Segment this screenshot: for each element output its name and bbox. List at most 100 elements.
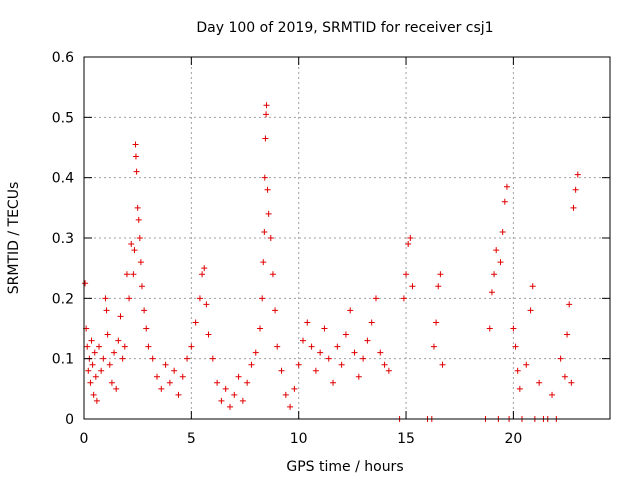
data-point — [196, 295, 203, 302]
data-point — [132, 141, 139, 148]
x-tick-label: 15 — [397, 431, 415, 447]
data-point — [409, 283, 416, 290]
data-point — [260, 259, 267, 266]
data-point — [108, 379, 115, 386]
data-point — [566, 301, 573, 308]
data-point — [158, 385, 165, 392]
data-point — [561, 373, 568, 380]
data-point — [103, 307, 110, 314]
data-point — [360, 355, 367, 362]
data-point — [557, 355, 564, 362]
data-point — [130, 271, 137, 278]
data-point — [493, 247, 500, 254]
data-point — [252, 349, 259, 356]
data-point — [261, 228, 268, 235]
data-point — [308, 343, 315, 350]
y-tick-label: 0.1 — [52, 352, 74, 368]
data-point — [91, 349, 98, 356]
data-point — [351, 349, 358, 356]
x-tick-label: 0 — [80, 431, 89, 447]
data-point — [497, 259, 504, 266]
data-point — [209, 355, 216, 362]
data-point — [437, 271, 444, 278]
data-point — [262, 135, 269, 142]
data-point — [287, 403, 294, 410]
data-point — [201, 265, 208, 272]
data-point — [312, 367, 319, 374]
data-point — [84, 343, 91, 350]
data-point — [222, 385, 229, 392]
data-point — [231, 391, 238, 398]
data-point — [138, 283, 145, 290]
data-point — [175, 391, 182, 398]
data-point — [269, 271, 276, 278]
data-point — [143, 325, 150, 332]
data-point — [85, 367, 92, 374]
data-point — [272, 307, 279, 314]
data-point — [137, 259, 144, 266]
chart-title: Day 100 of 2019, SRMTID for receiver csj… — [196, 20, 493, 36]
data-point — [347, 307, 354, 314]
data-point — [199, 271, 206, 278]
data-point — [88, 337, 95, 344]
data-point — [135, 216, 142, 223]
data-point — [259, 295, 266, 302]
data-point — [113, 385, 120, 392]
data-point — [267, 235, 274, 241]
data-point — [282, 391, 289, 398]
data-point — [121, 343, 128, 350]
data-point — [499, 228, 506, 235]
axis-ticks: 0 0.1 0.2 0.3 0.4 0.5 0.6 0 5 10 15 20 — [52, 50, 610, 447]
data-point — [106, 361, 113, 368]
data-point — [205, 331, 212, 338]
data-point — [385, 367, 392, 374]
data-point — [115, 337, 122, 344]
data-point — [491, 271, 498, 278]
data-point — [214, 379, 221, 386]
y-tick-label: 0.2 — [52, 291, 74, 307]
data-point — [510, 325, 517, 332]
data-point — [96, 343, 103, 350]
data-point — [111, 349, 118, 356]
data-point — [377, 349, 384, 356]
data-point — [128, 241, 135, 248]
data-point — [93, 397, 100, 404]
data-point — [248, 361, 255, 368]
data-point — [166, 379, 173, 386]
data-point — [82, 280, 89, 287]
data-point — [98, 367, 105, 374]
data-point — [184, 355, 191, 362]
data-point — [117, 313, 124, 320]
data-point — [549, 391, 556, 398]
data-point — [104, 331, 111, 338]
data-point — [381, 361, 388, 368]
data-point — [564, 331, 571, 338]
data-point — [257, 325, 264, 332]
y-tick-label: 0.5 — [52, 110, 74, 126]
data-point — [149, 355, 156, 362]
data-point — [574, 171, 581, 178]
data-point — [89, 361, 96, 368]
data-point — [364, 337, 371, 344]
data-point — [317, 349, 324, 356]
data-point — [430, 343, 437, 350]
data-point — [488, 289, 495, 296]
data-point — [338, 361, 345, 368]
data-point — [321, 325, 328, 332]
data-point — [92, 373, 99, 380]
data-point — [126, 295, 133, 302]
data-point — [133, 168, 140, 175]
grid-lines — [84, 57, 610, 419]
x-tick-label: 5 — [187, 431, 196, 447]
x-axis-label: GPS time / hours — [286, 459, 403, 475]
data-point — [372, 295, 379, 302]
data-point — [512, 343, 519, 350]
data-point — [263, 102, 270, 109]
data-point — [439, 361, 446, 368]
data-point — [433, 319, 440, 326]
data-point — [529, 283, 536, 290]
data-point — [162, 361, 169, 368]
x-tick-label: 20 — [504, 431, 522, 447]
y-tick-label: 0 — [65, 412, 74, 428]
